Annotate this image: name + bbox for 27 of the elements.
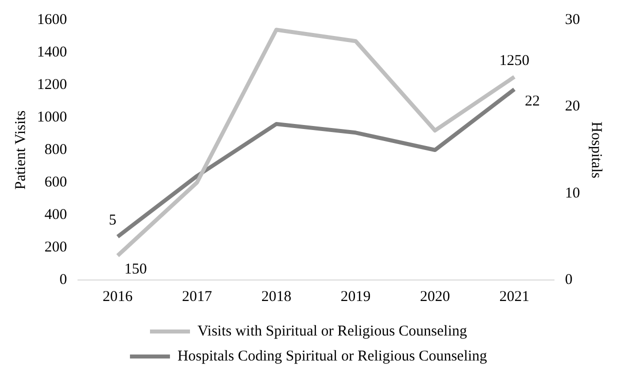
y2-tick-label: 20: [565, 98, 580, 115]
y-tick-label: 1000: [37, 109, 67, 126]
data-label: 5: [108, 212, 116, 229]
y-tick-label: 600: [44, 174, 67, 190]
y2-tick-label: 30: [565, 12, 580, 28]
legend-label: Hospitals Coding Spiritual or Religious Counseling: [177, 348, 488, 364]
y-axis-title: Patient Visits: [12, 110, 29, 190]
y-tick-label: 400: [44, 206, 67, 223]
x-tick-label: 2020: [420, 288, 450, 305]
y2-tick-label: 0: [565, 272, 572, 288]
x-tick-label: 2021: [499, 288, 530, 305]
y2-axis-title: Hospitals: [588, 122, 604, 178]
x-tick-label: 2017: [182, 288, 212, 305]
y-tick-label: 200: [44, 239, 67, 256]
y-tick-label: 0: [60, 272, 67, 288]
legend-label: Visits with Spiritual or Religious Counseling: [197, 323, 468, 340]
data-label: 1250: [499, 52, 530, 69]
y-tick-label: 800: [44, 142, 67, 158]
x-tick-label: 2019: [340, 288, 371, 305]
x-tick-label: 2016: [102, 288, 134, 305]
data-label: 150: [124, 262, 147, 278]
y2-tick-label: 10: [565, 185, 580, 202]
x-tick-label: 2018: [261, 288, 292, 305]
y-tick-label: 1200: [37, 76, 67, 93]
data-label: 22: [524, 93, 540, 110]
y-tick-label: 1600: [37, 12, 67, 28]
y-tick-label: 1400: [37, 44, 67, 60]
